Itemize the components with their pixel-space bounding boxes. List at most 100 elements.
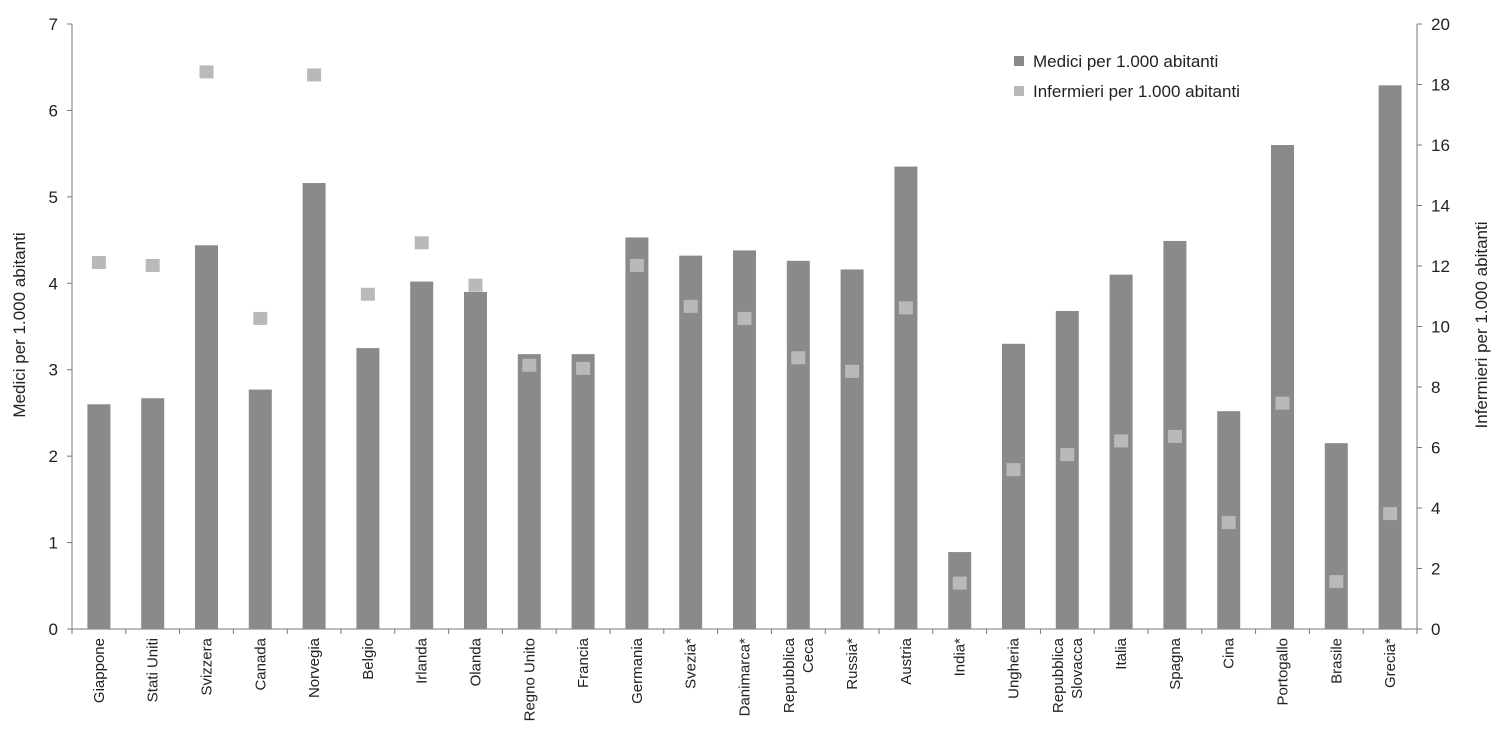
bar-medici [517, 354, 541, 629]
points-layer [91, 65, 1398, 590]
point-infermieri [845, 364, 860, 378]
left-tick-label: 1 [49, 534, 58, 553]
point-infermieri [1167, 429, 1182, 443]
right-tick-label: 14 [1431, 197, 1450, 216]
right-tick-label: 4 [1431, 499, 1440, 518]
legend-swatch-infermieri [1014, 86, 1024, 96]
category-label: Svezia* [683, 638, 700, 689]
category-label: Danimarca* [737, 638, 754, 717]
bar-medici [948, 552, 972, 629]
point-infermieri [253, 311, 268, 325]
bar-medici [571, 354, 595, 629]
left-tick-label: 0 [49, 620, 58, 639]
category-label: Svizzera [199, 637, 216, 695]
left-tick-label: 5 [49, 188, 58, 207]
category-label: Ungheria [1006, 637, 1023, 699]
bars-layer [87, 85, 1402, 630]
right-tick-label: 2 [1431, 560, 1440, 579]
category-label: Russia* [844, 638, 861, 690]
left-tick-label: 7 [49, 15, 58, 34]
point-infermieri [683, 299, 698, 313]
bar-medici [248, 389, 272, 629]
point-infermieri [576, 361, 591, 375]
category-label: Grecia* [1382, 638, 1399, 688]
category-label: Cina [1221, 637, 1238, 669]
category-label: Repubblica [781, 637, 798, 713]
bar-medici [1324, 443, 1348, 629]
legend: Medici per 1.000 abitanti Infermieri per… [1014, 52, 1240, 101]
category-label: Norvegia [306, 637, 323, 698]
category-label: Ceca [800, 637, 817, 673]
point-infermieri [414, 236, 429, 250]
right-tick-label: 10 [1431, 318, 1450, 337]
legend-swatch-medici [1014, 56, 1024, 66]
bar-medici [1378, 85, 1402, 630]
left-tick-label: 4 [49, 274, 58, 293]
category-label: Portogallo [1275, 638, 1292, 706]
category-label: India* [952, 638, 969, 677]
bar-medici [410, 281, 434, 629]
category-label: Brasile [1328, 638, 1345, 684]
bar-medici [894, 166, 918, 629]
category-label: Belgio [360, 638, 377, 680]
point-infermieri [360, 287, 375, 301]
bar-medici [1271, 145, 1294, 629]
point-infermieri [1383, 507, 1398, 521]
right-tick-label: 6 [1431, 439, 1440, 458]
y-axis-title: Medici per 1.000 abitanti [10, 232, 29, 417]
point-infermieri [1060, 448, 1075, 462]
right-tick-label: 0 [1431, 620, 1440, 639]
category-label: Austria [898, 637, 915, 684]
point-infermieri [1006, 463, 1021, 477]
point-infermieri [307, 68, 322, 82]
bar-medici [302, 183, 326, 629]
bar-medici [625, 237, 649, 629]
category-label: Francia [575, 637, 592, 688]
legend-label-medici: Medici per 1.000 abitanti [1033, 52, 1218, 71]
right-tick-label: 18 [1431, 76, 1450, 95]
right-tick-label: 20 [1431, 15, 1450, 34]
right-tick-label: 8 [1431, 378, 1440, 397]
category-label: Canada [252, 637, 269, 690]
point-infermieri [898, 301, 913, 315]
point-infermieri [1221, 516, 1236, 530]
left-tick-label: 2 [49, 447, 58, 466]
bar-medici [679, 255, 703, 629]
category-label: Stati Uniti [145, 638, 162, 702]
point-infermieri [952, 576, 967, 590]
point-infermieri [91, 255, 106, 269]
point-infermieri [522, 358, 537, 372]
category-label: Italia [1113, 637, 1130, 669]
left-tick-label: 3 [49, 361, 58, 380]
category-label: Slovacca [1069, 637, 1086, 699]
category-label: Olanda [468, 637, 485, 686]
legend-label-infermieri: Infermieri per 1.000 abitanti [1033, 82, 1240, 101]
bar-medici [87, 404, 111, 629]
point-infermieri [145, 259, 160, 272]
left-tick-label: 6 [49, 101, 58, 120]
bar-medici [1002, 343, 1025, 629]
right-tick-label: 16 [1431, 136, 1450, 155]
category-label: Regno Unito [521, 638, 538, 721]
category-label: Giappone [91, 638, 108, 703]
point-infermieri [791, 351, 806, 365]
bar-medici [733, 250, 756, 629]
bar-medici [356, 348, 380, 629]
category-label: Spagna [1167, 637, 1184, 689]
point-infermieri [629, 259, 644, 272]
point-infermieri [1329, 575, 1344, 589]
point-infermieri [199, 65, 214, 79]
bar-medici [141, 398, 165, 629]
bar-medici [464, 291, 487, 629]
category-label: Irlanda [414, 637, 431, 684]
point-infermieri [737, 311, 752, 325]
bar-medici [786, 260, 810, 629]
bar-medici [1109, 274, 1133, 629]
bar-medici [195, 245, 218, 629]
point-infermieri [1275, 396, 1290, 410]
bar-medici [840, 269, 864, 629]
bar-medici [1055, 310, 1079, 629]
